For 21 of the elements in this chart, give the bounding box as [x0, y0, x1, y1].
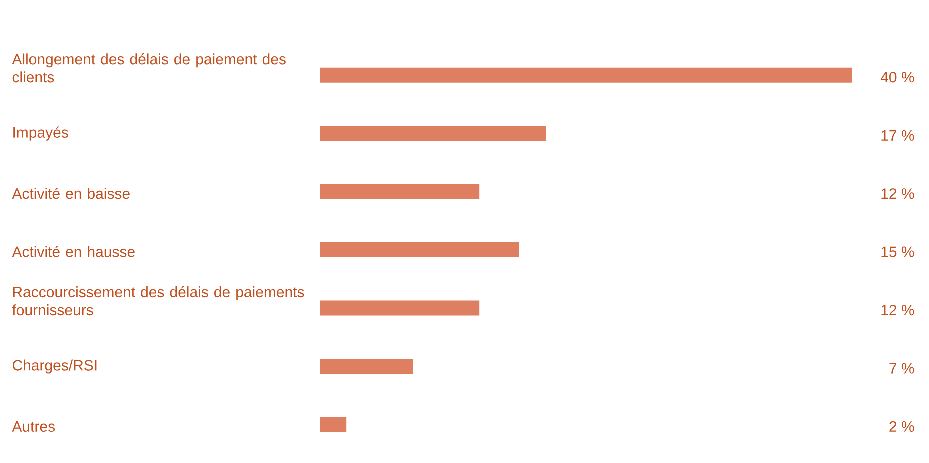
bar: [320, 184, 480, 200]
y-tick-label: Charges/RSI: [12, 360, 97, 374]
bar: [320, 358, 414, 374]
y-tick-label: Activité en baisse: [12, 188, 130, 200]
y-tick-label: Impayés: [14, 126, 68, 141]
bar: [320, 242, 520, 258]
data-label: 7 %: [890, 363, 914, 374]
bar: [320, 300, 480, 316]
bar: [320, 126, 546, 142]
data-label: 15 %: [882, 246, 914, 258]
data-label: 12 %: [882, 305, 914, 316]
data-label: 12 %: [882, 188, 914, 200]
bar: [320, 417, 347, 432]
y-tick-label: Raccourcissement des délais de paiements fournisseurs: [12, 286, 304, 316]
data-label: 2 %: [890, 421, 914, 432]
data-label: 40 %: [880, 72, 914, 83]
y-tick-label: Activité en hausse: [12, 246, 135, 258]
y-tick-label: Allongement des délais de paiement des clients: [12, 54, 286, 83]
bar: [320, 68, 852, 83]
y-tick-label: Autres: [12, 422, 56, 432]
data-label: 17 %: [882, 130, 914, 141]
